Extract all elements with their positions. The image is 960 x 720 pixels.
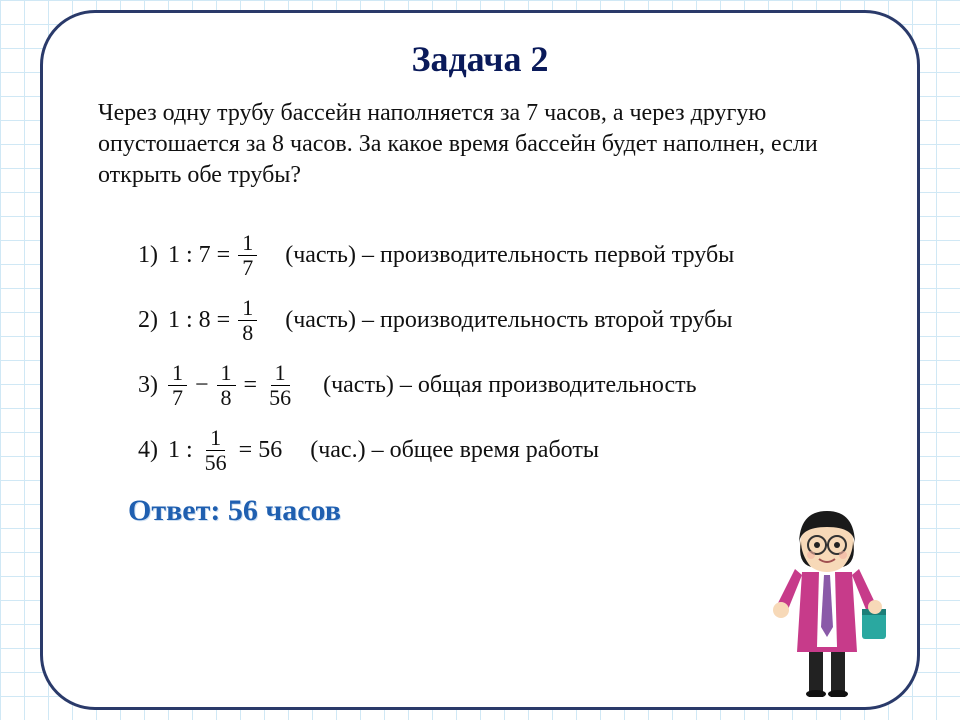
step-number: 1) [128, 242, 158, 269]
step-description: (часть) – производительность второй труб… [285, 307, 732, 334]
step-number: 2) [128, 307, 158, 334]
fraction: 1 8 [217, 362, 236, 409]
fraction: 1 56 [265, 362, 295, 409]
fraction: 1 7 [168, 362, 187, 409]
fraction: 1 56 [201, 427, 231, 474]
step-number: 3) [128, 372, 158, 399]
fraction: 1 8 [238, 297, 257, 344]
step-equation: 1 7 − 1 8 = 1 56 [168, 362, 295, 409]
problem-text: Через одну трубу бассейн наполняется за … [98, 98, 862, 192]
step-2: 2) 1 : 8 = 1 8 (часть) – производительно… [98, 297, 862, 344]
teacher-illustration [757, 497, 897, 697]
step-1: 1) 1 : 7 = 1 7 (часть) – производительно… [98, 232, 862, 279]
answer: Ответ: 56 часов [128, 494, 862, 528]
problem-card: Задача 2 Через одну трубу бассейн наполн… [40, 10, 920, 710]
step-equation: 1 : 7 = 1 7 [168, 232, 257, 279]
fraction: 1 7 [238, 232, 257, 279]
step-description: (час.) – общее время работы [310, 437, 599, 464]
step-4: 4) 1 : 1 56 = 56 (час.) – общее время ра… [98, 427, 862, 474]
step-equation: 1 : 1 56 = 56 [168, 427, 282, 474]
step-description: (часть) – производительность первой труб… [285, 242, 734, 269]
step-description: (часть) – общая производительность [323, 372, 696, 399]
step-3: 3) 1 7 − 1 8 = 1 56 (часть) – общая прои… [98, 362, 862, 409]
step-number: 4) [128, 437, 158, 464]
step-equation: 1 : 8 = 1 8 [168, 297, 257, 344]
title: Задача 2 [98, 38, 862, 80]
